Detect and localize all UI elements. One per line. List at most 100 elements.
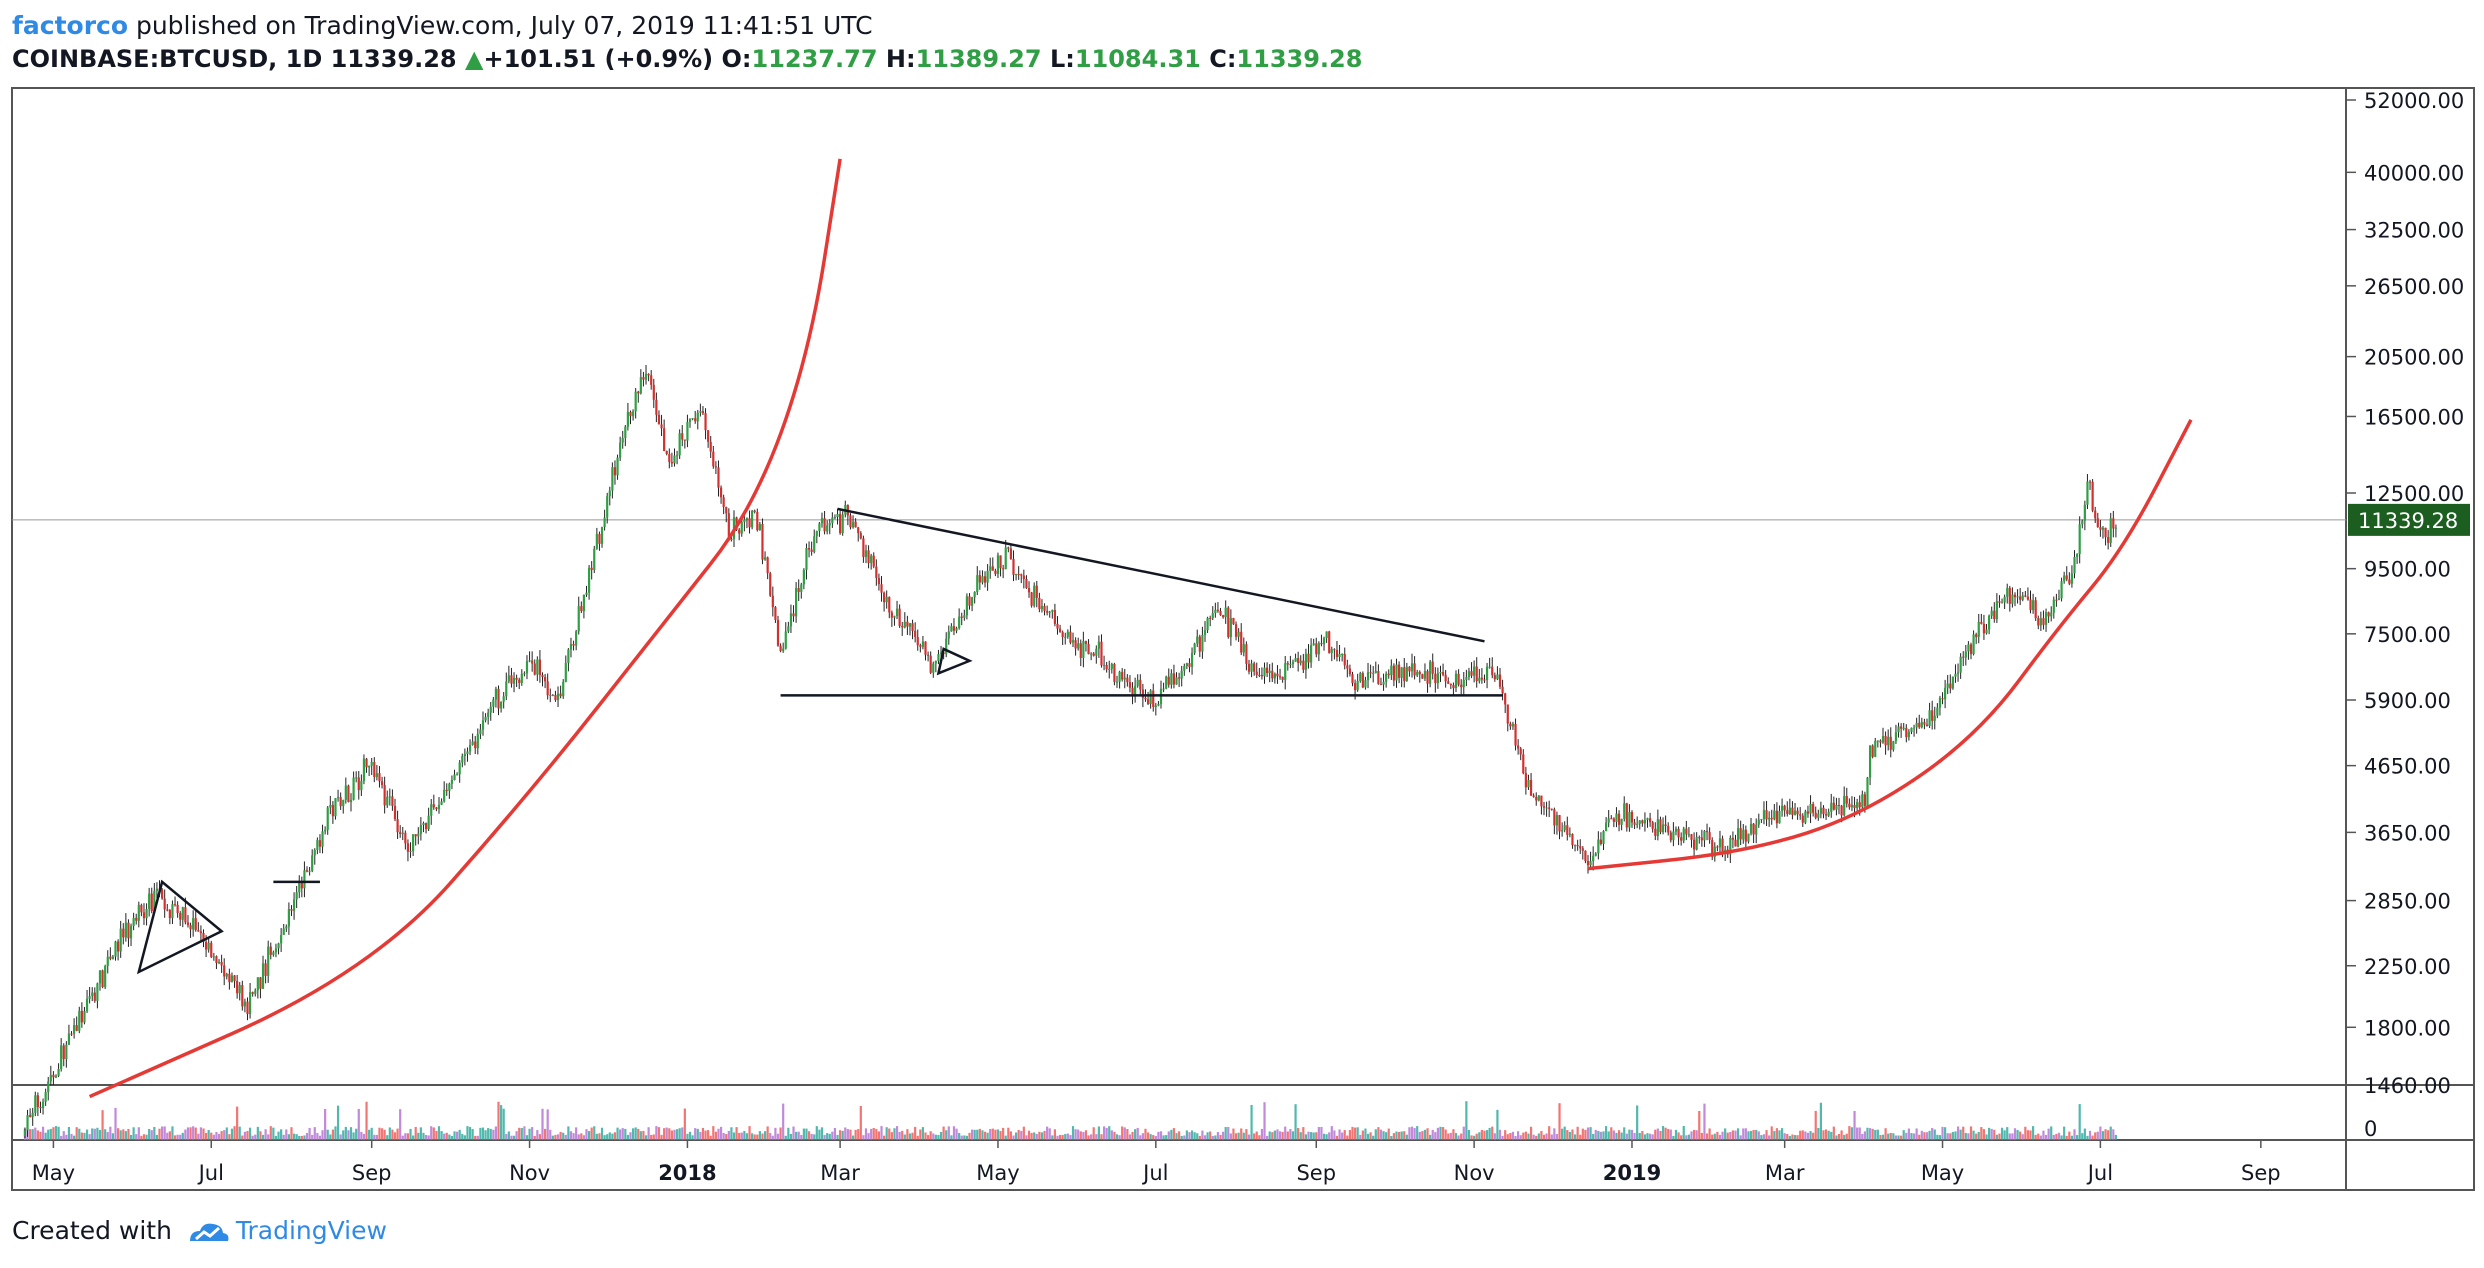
candle-body bbox=[1079, 643, 1082, 658]
candle-body bbox=[290, 908, 293, 911]
volume-bar bbox=[950, 1135, 953, 1140]
candle-body bbox=[787, 626, 790, 632]
candle-body bbox=[355, 777, 358, 779]
price-tick-label: 4650.00 bbox=[2364, 755, 2451, 779]
volume-bar bbox=[248, 1127, 252, 1140]
candle-body bbox=[2081, 520, 2084, 525]
volume-bar bbox=[2008, 1133, 2011, 1140]
volume-bar bbox=[857, 1129, 860, 1140]
volume-bar bbox=[2055, 1133, 2058, 1140]
volume-bar bbox=[1033, 1132, 1036, 1140]
candle-body bbox=[1385, 673, 1388, 682]
volume-bar bbox=[1286, 1131, 1289, 1140]
candle-body bbox=[1222, 615, 1225, 618]
time-axis[interactable]: May Jul Sep Nov 2018 Mar May Jul Sep Nov 2019 Mar Ma… bbox=[32, 1140, 2281, 1185]
candle-body bbox=[1532, 795, 1535, 797]
volume-bar bbox=[158, 1128, 161, 1140]
publish-info: factorco published on TradingView.com, J… bbox=[12, 10, 873, 42]
candle-body bbox=[2088, 481, 2092, 483]
volume-bar bbox=[1460, 1133, 1463, 1140]
candle-body bbox=[932, 663, 935, 673]
volume-bar bbox=[215, 1131, 218, 1140]
tradingview-link[interactable]: TradingView bbox=[235, 1216, 387, 1245]
volume-bar bbox=[57, 1126, 60, 1140]
candle-body bbox=[1680, 837, 1683, 841]
volume-bar bbox=[1077, 1129, 1080, 1140]
candle-body bbox=[448, 783, 451, 791]
candle-body bbox=[1659, 819, 1662, 833]
volume-bar bbox=[1584, 1129, 1587, 1140]
volume-bar bbox=[1677, 1132, 1680, 1140]
volume-bar bbox=[1636, 1105, 1639, 1140]
volume-bar bbox=[582, 1135, 586, 1140]
volume-bar bbox=[166, 1132, 169, 1140]
candle-body bbox=[769, 573, 772, 596]
volume-bar bbox=[1840, 1130, 1843, 1140]
volume-bar bbox=[678, 1128, 681, 1140]
candle-body bbox=[520, 673, 523, 683]
candle-body bbox=[202, 933, 205, 942]
candle-body bbox=[378, 773, 381, 782]
candle-body bbox=[140, 904, 143, 913]
volume-bar bbox=[148, 1128, 151, 1140]
volume-bar bbox=[789, 1133, 793, 1140]
volume-bar bbox=[934, 1134, 937, 1140]
candle-body bbox=[295, 892, 298, 900]
candle-body bbox=[1832, 802, 1835, 810]
candle-body bbox=[528, 660, 531, 662]
candle-body bbox=[1330, 649, 1333, 653]
candle-body bbox=[774, 607, 777, 620]
volume-bar bbox=[562, 1132, 565, 1140]
candle-body bbox=[189, 925, 192, 930]
price-axis[interactable]: 52000.0040000.0032500.0026500.0020500.00… bbox=[2346, 89, 2464, 1141]
candle-body bbox=[890, 612, 893, 618]
volume-bar bbox=[1302, 1127, 1305, 1140]
volume-bar bbox=[510, 1135, 513, 1140]
volume-bar bbox=[704, 1130, 707, 1140]
volume-bar bbox=[919, 1129, 922, 1140]
volume-bar bbox=[1170, 1129, 1173, 1140]
price-chart[interactable]: 52000.0040000.0032500.0026500.0020500.00… bbox=[0, 80, 2484, 1205]
volume-bar bbox=[818, 1129, 821, 1140]
candle-body bbox=[1457, 673, 1460, 685]
candle-body bbox=[681, 433, 684, 440]
volume-bar bbox=[1188, 1132, 1191, 1140]
volume-bar bbox=[870, 1128, 873, 1140]
candle-body bbox=[1322, 638, 1326, 645]
volume-bar bbox=[1809, 1131, 1812, 1140]
candle-body bbox=[1084, 641, 1088, 644]
volume-bar bbox=[735, 1127, 738, 1140]
candle-body bbox=[70, 1033, 73, 1035]
volume-bar bbox=[285, 1129, 288, 1140]
candle-body bbox=[1768, 817, 1771, 820]
volume-bar bbox=[1649, 1133, 1652, 1140]
volume-bar bbox=[355, 1128, 358, 1140]
volume-bar bbox=[826, 1133, 829, 1140]
volume-bar bbox=[1749, 1130, 1753, 1140]
candle-body bbox=[73, 1025, 76, 1034]
symbol-info: COINBASE:BTCUSD, 1D 11339.28 ▲+101.51 (+… bbox=[12, 43, 1362, 75]
candle-body bbox=[1558, 815, 1561, 832]
volume-bar bbox=[456, 1131, 459, 1140]
price-tick-label: 5900.00 bbox=[2364, 689, 2451, 713]
candle-body bbox=[756, 511, 759, 531]
candle-body bbox=[945, 638, 948, 655]
candle-body bbox=[1698, 837, 1701, 839]
candle-body bbox=[184, 907, 187, 923]
candle-body bbox=[1900, 726, 1903, 729]
candle-body bbox=[559, 693, 562, 697]
volume-bar bbox=[756, 1134, 759, 1140]
candle-body bbox=[947, 631, 950, 639]
candle-body bbox=[1188, 663, 1191, 667]
volume-bar bbox=[642, 1130, 645, 1140]
volume-bar bbox=[287, 1134, 290, 1140]
candle-body bbox=[2091, 481, 2094, 511]
volume-bar bbox=[34, 1127, 37, 1140]
candle-body bbox=[1993, 610, 1996, 620]
volume-bar bbox=[489, 1128, 492, 1140]
author-name[interactable]: factorco bbox=[12, 11, 129, 40]
volume-bar bbox=[458, 1129, 461, 1140]
candle-body bbox=[1232, 617, 1235, 625]
volume-bar bbox=[1799, 1130, 1802, 1140]
candle-body bbox=[1131, 687, 1134, 697]
